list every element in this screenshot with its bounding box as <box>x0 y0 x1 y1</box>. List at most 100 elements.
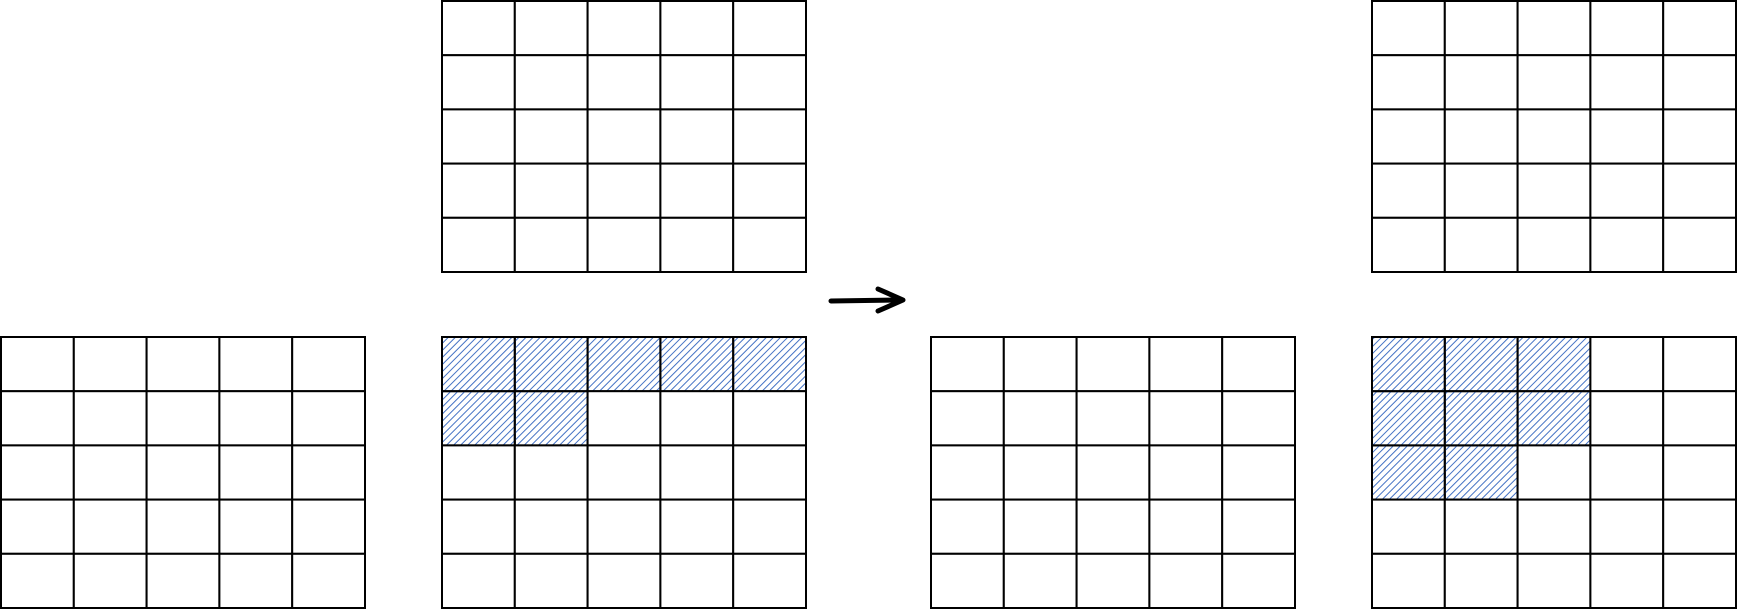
grid-cell <box>659 162 735 219</box>
grid-cell <box>441 0 516 57</box>
grid-cell <box>1516 216 1592 274</box>
grid-cell <box>72 390 148 447</box>
grid-cell <box>1221 390 1296 447</box>
grid-cell-shaded <box>1371 390 1446 447</box>
grid-cell-shaded <box>441 390 516 447</box>
grid-cell <box>732 552 808 609</box>
grid-cell <box>930 336 1005 393</box>
grid-cell <box>1662 108 1737 165</box>
grid-cell <box>659 552 735 609</box>
grid-cell <box>1221 336 1296 393</box>
grid-cell <box>659 390 735 447</box>
grid-cell <box>930 498 1005 555</box>
grid-cell <box>1443 552 1519 609</box>
grid-cell <box>513 0 589 57</box>
grid-cell <box>586 552 662 609</box>
grid-cell <box>1662 54 1737 111</box>
grid-cell <box>1221 498 1296 555</box>
grid-cell <box>513 552 589 609</box>
grid-cell <box>586 0 662 57</box>
grid-cell <box>930 444 1005 501</box>
grid-cell <box>1662 498 1737 555</box>
grid-cell <box>1371 498 1446 555</box>
grid-cell-shaded <box>732 336 808 393</box>
grid-cell <box>659 498 735 555</box>
grid-cell <box>1148 390 1224 447</box>
grid-cell <box>1662 444 1737 501</box>
grid-cell <box>441 552 516 609</box>
grid-cell-shaded <box>513 336 589 393</box>
grid-right-after-top <box>1371 0 1737 274</box>
grid-cell <box>291 336 367 393</box>
grid-cell <box>218 552 294 609</box>
grid-cell <box>1662 216 1737 274</box>
grid-cell <box>1148 444 1224 501</box>
grid-cell <box>1516 54 1592 111</box>
grid-cell <box>1371 216 1446 274</box>
grid-left-before-bottom <box>0 336 367 609</box>
grid-cell <box>513 54 589 111</box>
grid-cell <box>1516 162 1592 219</box>
grid-cell <box>1371 162 1446 219</box>
grid-cell <box>1589 444 1665 501</box>
grid-cell <box>586 498 662 555</box>
grid-cell <box>0 390 75 447</box>
grid-cell <box>1075 552 1151 609</box>
grid-cell <box>930 552 1005 609</box>
grid-cell <box>291 444 367 501</box>
grid-cell <box>72 336 148 393</box>
grid-cell <box>0 498 75 555</box>
grid-cell <box>1516 0 1592 57</box>
grid-cell <box>732 444 808 501</box>
grid-cell <box>218 444 294 501</box>
grid-cell-shaded <box>1371 336 1446 393</box>
grid-cell <box>513 216 589 274</box>
grid-cell <box>586 108 662 165</box>
grid-cell <box>1371 54 1446 111</box>
grid-cell-shaded <box>513 390 589 447</box>
grid-cell <box>1148 552 1224 609</box>
grid-cell <box>291 498 367 555</box>
grid-cell <box>291 552 367 609</box>
grid-cell <box>0 336 75 393</box>
grid-cell <box>145 552 221 609</box>
grid-cell <box>441 108 516 165</box>
grid-cell <box>732 0 808 57</box>
grid-cell <box>1589 54 1665 111</box>
grid-cell <box>586 390 662 447</box>
grid-cell <box>1371 0 1446 57</box>
grid-cell-shaded <box>1443 444 1519 501</box>
grid-cell <box>659 108 735 165</box>
grid-cell-shaded <box>441 336 516 393</box>
grid-cell <box>1075 498 1151 555</box>
grid-cell <box>0 444 75 501</box>
grid-cell <box>1443 0 1519 57</box>
arrow-right-icon <box>828 286 906 314</box>
grid-cell <box>1589 336 1665 393</box>
grid-cell <box>1443 54 1519 111</box>
grid-cell <box>1075 444 1151 501</box>
grid-cell-shaded <box>1443 390 1519 447</box>
grid-cell <box>1516 552 1592 609</box>
grid-cell <box>732 108 808 165</box>
grid-cell <box>1002 552 1078 609</box>
grid-cell <box>1443 498 1519 555</box>
grid-cell <box>441 54 516 111</box>
grid-cell <box>1662 162 1737 219</box>
grid-cell <box>145 390 221 447</box>
grid-cell <box>1589 390 1665 447</box>
grid-cell <box>218 390 294 447</box>
grid-cell <box>0 552 75 609</box>
grid-left-before-top <box>441 0 808 274</box>
grid-cell <box>659 54 735 111</box>
grid-cell <box>1002 336 1078 393</box>
grid-cell <box>1371 108 1446 165</box>
grid-cell <box>586 444 662 501</box>
grid-cell <box>145 498 221 555</box>
grid-cell <box>1443 216 1519 274</box>
grid-cell <box>1516 444 1592 501</box>
grid-cell <box>218 336 294 393</box>
grid-cell-shaded <box>1516 390 1592 447</box>
grid-cell <box>1221 552 1296 609</box>
grid-cell <box>1589 108 1665 165</box>
